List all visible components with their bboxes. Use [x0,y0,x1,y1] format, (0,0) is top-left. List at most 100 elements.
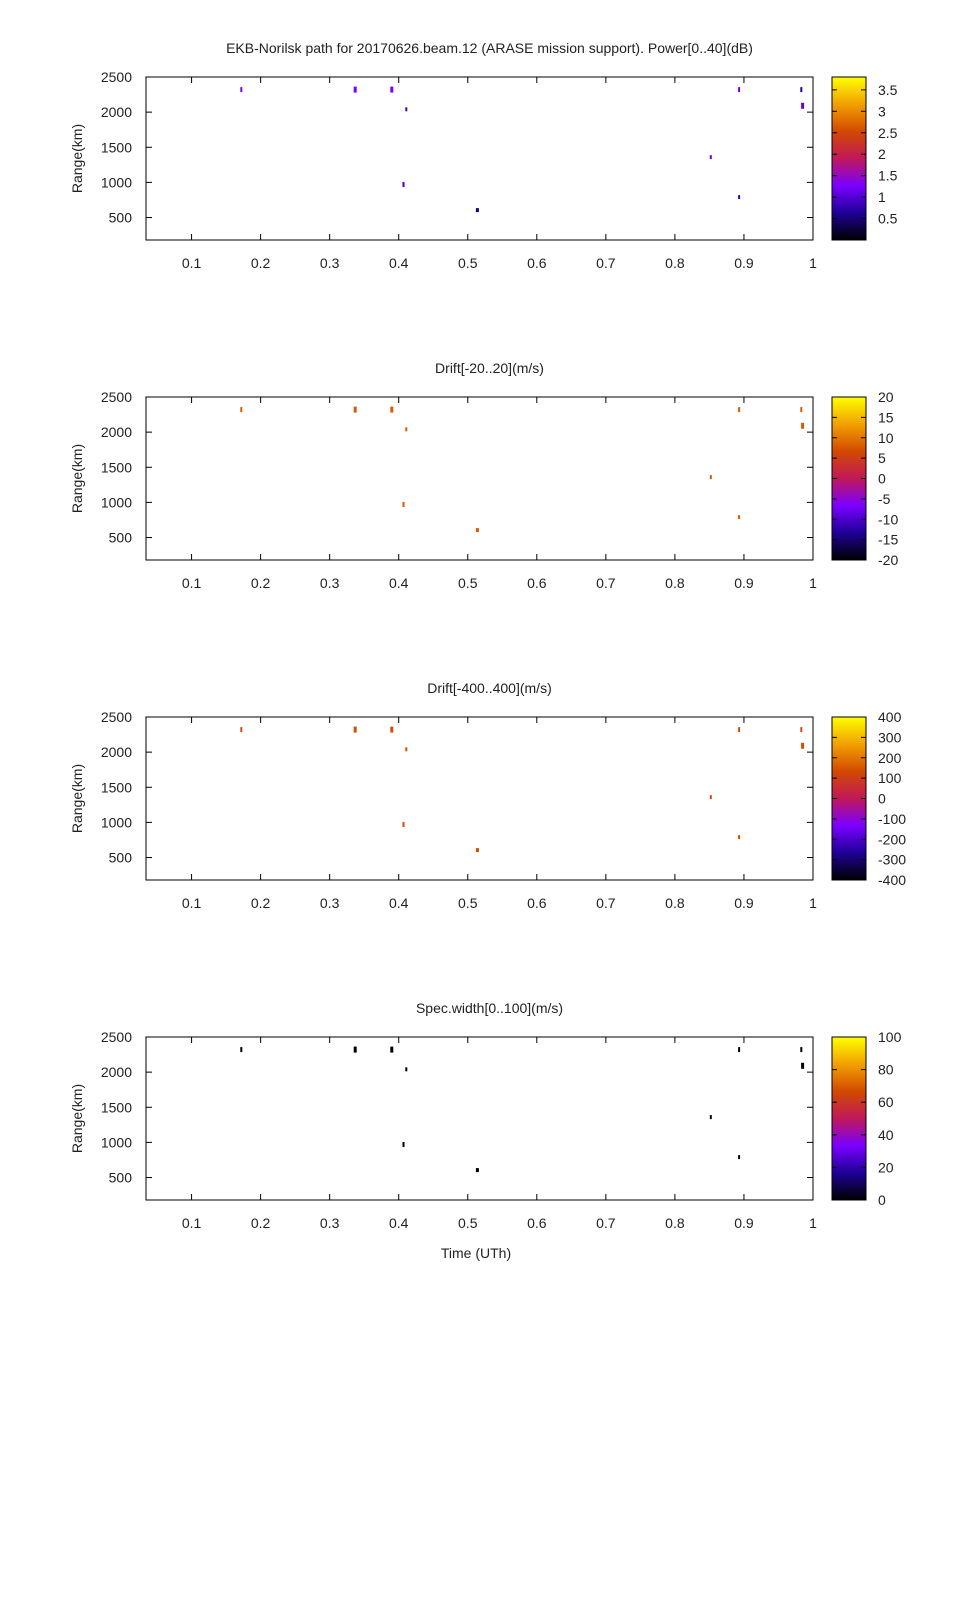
colorbar-tick-label: 1.5 [878,168,898,184]
panel-3: Drift[-400..400](m/s) 0.1 0.2 0.3 0.4 0.5 0.6 0… [69,680,906,911]
y-tick-label: 1500 [101,1099,132,1115]
y-tick-label: 2000 [101,424,132,440]
x-tick-label: 1 [809,1215,817,1231]
data-point [800,1047,803,1053]
x-tick-label: 0.4 [389,575,409,591]
chart-title: Drift[-400..400](m/s) [427,680,551,696]
data-point [738,87,741,93]
plot-frame [145,396,814,561]
data-point [738,1047,741,1053]
x-tick-label: 0.2 [251,895,271,911]
colorbar-tick-label: 300 [878,729,902,745]
x-tick-label: 0.8 [665,255,685,271]
data-point [402,1142,405,1147]
colorbar-tick-label: 3.5 [878,82,898,98]
data-point [353,86,357,93]
colorbar-tick-label: -15 [878,532,898,548]
data-point [402,822,405,827]
x-tick-label: 0.2 [251,1215,271,1231]
x-tick-label: 0.8 [665,1215,685,1231]
data-point [353,406,357,413]
x-axis-label: Time (UTh) [441,1245,511,1261]
colorbar-tick-label: 40 [878,1127,894,1143]
chart-title: Drift[-20..20](m/s) [435,360,544,376]
data-point [801,102,805,109]
y-tick-label: 2000 [101,744,132,760]
data-point [390,1046,394,1053]
data-point [738,407,741,413]
colorbar [831,1036,867,1201]
x-tick-label: 0.6 [527,895,547,911]
colorbar-tick-label: 5 [878,450,886,466]
y-tick-label: 1000 [101,174,132,190]
x-tick-label: 0.7 [596,255,616,271]
x-tick-label: 0.3 [320,255,340,271]
x-tick-label: 1 [809,895,817,911]
colorbar-tick-label: -5 [878,491,891,507]
colorbar-tick-label: -10 [878,511,898,527]
colorbar-tick-label: 20 [878,389,894,405]
colorbar-tick-label: 400 [878,709,902,725]
y-tick-label: 2500 [101,1029,132,1045]
colorbar-tick-label: -20 [878,552,898,568]
x-tick-label: 0.3 [320,1215,340,1231]
x-tick-label: 1 [809,255,817,271]
x-tick-label: 0.9 [734,255,754,271]
colorbar [831,396,867,561]
y-tick-label: 500 [109,1170,133,1186]
x-tick-label: 0.8 [665,575,685,591]
y-tick-label: 1500 [101,459,132,475]
data-point [475,848,479,853]
data-point [738,515,741,520]
data-point [738,727,741,733]
data-point [402,182,405,187]
colorbar-tick-label: -300 [878,852,906,868]
x-tick-label: 0.9 [734,575,754,591]
colorbar-tick-label: 60 [878,1094,894,1110]
panel-1: EKB-Norilsk path for 20170626.beam.12 (A… [69,40,898,271]
colorbar-tick-label: 0 [878,471,886,487]
x-tick-label: 0.6 [527,575,547,591]
y-tick-label: 500 [109,850,133,866]
colorbar-tick-label: -400 [878,872,906,888]
colorbar-tick-label: 0 [878,791,886,807]
y-tick-label: 1500 [101,139,132,155]
data-point [475,528,479,533]
x-tick-label: 0.2 [251,255,271,271]
data-point [405,1067,408,1072]
data-point [801,1062,805,1069]
data-point [801,422,805,429]
y-tick-label: 1000 [101,494,132,510]
data-point [475,1168,479,1173]
data-point [353,1046,357,1053]
data-point [390,86,394,93]
x-tick-label: 0.5 [458,575,478,591]
data-point [801,742,805,749]
y-axis-label: Range(km) [69,444,85,513]
plot-frame [145,1036,814,1201]
x-tick-label: 0.7 [596,575,616,591]
x-tick-label: 0.1 [182,255,202,271]
y-tick-label: 2000 [101,1064,132,1080]
data-point [405,427,408,432]
data-point [240,407,243,413]
data-point [738,835,741,840]
x-tick-label: 0.4 [389,1215,409,1231]
data-point [390,726,394,733]
y-tick-label: 2500 [101,709,132,725]
data-point [240,727,243,733]
data-point [390,406,394,413]
panel-2: Drift[-20..20](m/s) 0.1 0.2 0.3 0.4 0.5 0.6 0.7… [69,360,898,591]
x-tick-label: 0.5 [458,1215,478,1231]
x-tick-label: 1 [809,575,817,591]
x-tick-label: 0.7 [596,895,616,911]
plot-frame [145,76,814,241]
colorbar-tick-label: 2 [878,146,886,162]
x-tick-label: 0.9 [734,895,754,911]
data-point [353,726,357,733]
colorbar-tick-label: 1 [878,189,886,205]
y-tick-label: 2500 [101,69,132,85]
colorbar-tick-label: 100 [878,770,902,786]
x-tick-label: 0.2 [251,575,271,591]
